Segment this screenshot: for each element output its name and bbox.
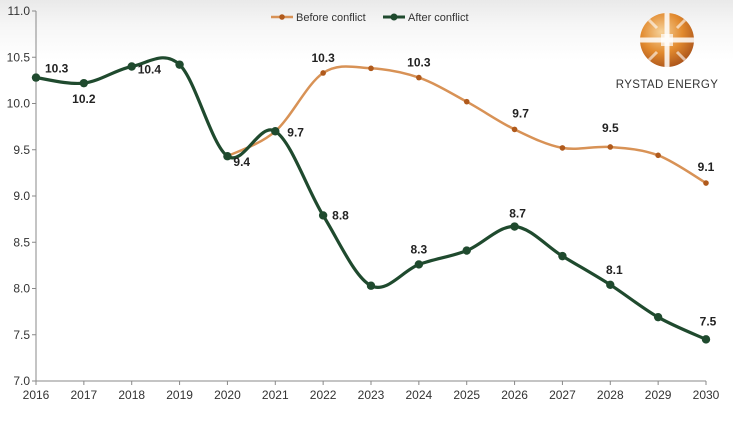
x-tick-label: 2017 xyxy=(71,388,98,402)
data-label-after: 10.4 xyxy=(138,63,162,77)
data-label-after: 9.4 xyxy=(233,155,250,169)
chart-data-labels: 10.3 10.3 9.7 9.5 9.1 10.3 10.2 10.4 9.4 9.7 8.8 8.… xyxy=(45,51,717,328)
legend-marker-after xyxy=(390,13,398,21)
x-tick-label: 2027 xyxy=(549,388,576,402)
data-point-after xyxy=(462,246,471,255)
x-tick-label: 2021 xyxy=(262,388,289,402)
y-tick-label: 11.0 xyxy=(8,4,31,18)
x-tick-label: 2018 xyxy=(118,388,145,402)
data-point-after xyxy=(79,78,89,88)
x-tick-label: 2026 xyxy=(501,388,528,402)
logo-text: RYSTAD ENERGY xyxy=(615,79,719,91)
x-tick-label: 2028 xyxy=(597,388,624,402)
data-label-after: 8.7 xyxy=(509,207,526,221)
chart-series xyxy=(31,56,711,344)
data-point-before xyxy=(607,144,614,150)
chart-axes: 7.0 7.5 8.0 8.5 9.0 9.5 10.0 10.5 11.0 2016 2017 20… xyxy=(7,4,720,402)
data-label-before: 9.7 xyxy=(512,106,529,120)
data-point-before xyxy=(368,65,374,72)
x-tick-label: 2025 xyxy=(453,388,480,402)
y-tick-label: 9.5 xyxy=(13,143,30,157)
legend-label-before: Before conflict xyxy=(296,12,366,24)
data-point-after xyxy=(271,127,280,136)
data-label-before: 10.3 xyxy=(311,51,335,65)
data-point-before xyxy=(463,98,470,105)
rystad-globe-icon xyxy=(640,13,694,67)
data-point-after xyxy=(606,280,615,289)
data-point-after xyxy=(127,62,136,71)
data-label-after: 9.7 xyxy=(287,125,304,139)
y-tick-label: 7.0 xyxy=(13,374,30,388)
x-tick-label: 2019 xyxy=(166,388,193,402)
data-point-before xyxy=(559,145,566,151)
data-point-after xyxy=(318,211,328,220)
data-label-before: 10.3 xyxy=(407,56,431,70)
y-tick-label: 8.0 xyxy=(13,282,30,296)
legend-marker-before xyxy=(279,14,285,20)
y-tick-label: 10.0 xyxy=(7,97,31,111)
data-point-after xyxy=(510,222,519,231)
data-point-after xyxy=(701,335,711,344)
data-point-after xyxy=(223,152,232,161)
data-label-after: 7.5 xyxy=(700,314,717,328)
data-point-after xyxy=(653,312,663,322)
data-label-after: 10.3 xyxy=(45,62,69,76)
series-line-after xyxy=(35,56,707,341)
y-tick-label: 8.5 xyxy=(13,235,30,249)
data-label-after: 8.8 xyxy=(332,208,349,222)
legend-label-after: After conflict xyxy=(408,12,469,24)
data-point-before xyxy=(416,74,422,81)
y-tick-label: 7.5 xyxy=(13,328,30,342)
x-tick-label: 2029 xyxy=(645,388,672,402)
rystad-logo: RYSTAD ENERGY xyxy=(612,10,722,91)
data-point-before xyxy=(655,152,661,159)
data-point-before xyxy=(703,180,709,186)
data-point-after xyxy=(31,73,41,82)
x-tick-label: 2024 xyxy=(406,388,433,402)
y-tick-label: 10.5 xyxy=(7,50,31,64)
x-tick-label: 2022 xyxy=(310,388,337,402)
chart-legend: Before conflict After conflict xyxy=(271,12,469,24)
data-point-before xyxy=(511,126,518,133)
data-point-after xyxy=(414,260,424,269)
data-point-after xyxy=(558,251,567,261)
data-label-after: 8.1 xyxy=(606,263,623,277)
x-tick-label: 2020 xyxy=(214,388,241,402)
data-label-after: 8.3 xyxy=(411,242,428,256)
data-point-after xyxy=(175,60,184,69)
x-tick-label: 2023 xyxy=(358,388,385,402)
x-tick-label: 2030 xyxy=(693,388,720,402)
y-tick-label: 9.0 xyxy=(13,189,30,203)
data-label-after: 10.2 xyxy=(72,92,96,106)
data-label-before: 9.5 xyxy=(602,121,619,135)
x-tick-label: 2016 xyxy=(23,388,50,402)
data-point-before xyxy=(320,70,326,76)
data-point-after xyxy=(366,281,376,290)
data-label-before: 9.1 xyxy=(698,160,715,174)
